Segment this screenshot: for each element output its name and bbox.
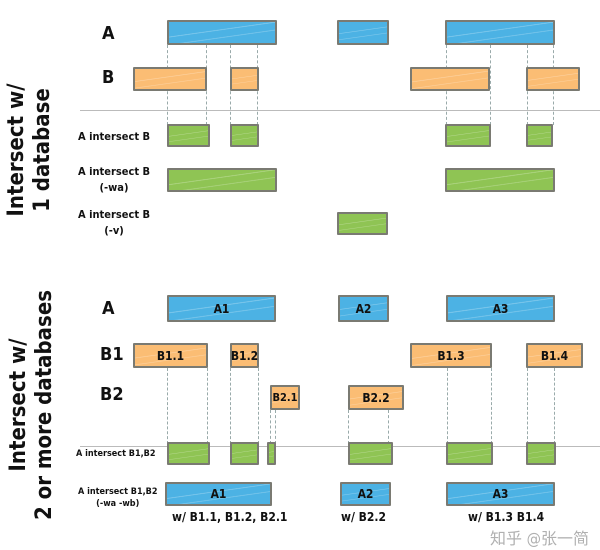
- result-interval: [230, 124, 259, 147]
- divider: [80, 446, 600, 447]
- interval-b: [133, 67, 207, 91]
- label-line: (-wa): [99, 181, 129, 194]
- interval-b1-3: B1.3: [410, 343, 492, 368]
- label-line: (-wa -wb): [96, 499, 140, 509]
- guide-line: [348, 410, 349, 444]
- interval-b2-1: B2.1: [270, 385, 300, 410]
- result-interval: [167, 124, 210, 147]
- row-label-a: A: [102, 23, 115, 44]
- interval-b2-2: B2.2: [348, 385, 404, 410]
- interval-a1: A1: [167, 295, 276, 322]
- overlap-note: w/ B1.1, B1.2, B2.1: [172, 510, 288, 524]
- interval-a: [445, 20, 555, 45]
- result-label: A intersect B1,B2: [76, 449, 156, 459]
- label-line: A intersect B: [78, 208, 151, 221]
- guide-line: [447, 368, 448, 444]
- guide-line: [491, 368, 492, 444]
- result-interval: [348, 442, 393, 465]
- result-label-wa-wb: A intersect B1,B2 (-wa -wb): [78, 486, 157, 510]
- guide-line: [270, 410, 271, 444]
- interval-b1-1: B1.1: [133, 343, 208, 368]
- label-line: A intersect B: [78, 165, 151, 178]
- divider: [80, 110, 600, 111]
- interval-b: [410, 67, 490, 91]
- interval-a: [337, 20, 389, 45]
- title-line: Intersect w/: [4, 83, 29, 217]
- guide-line: [275, 410, 276, 444]
- result-interval-v: [337, 212, 388, 235]
- guide-line: [167, 368, 168, 444]
- row-label-a: A: [102, 298, 115, 319]
- interval-b: [230, 67, 259, 91]
- interval-a3: A3: [446, 295, 555, 322]
- interval-b1-2: B1.2: [230, 343, 259, 368]
- guide-line: [207, 368, 208, 444]
- overlap-note: w/ B2.2: [341, 510, 387, 524]
- interval-b1-4: B1.4: [526, 343, 583, 368]
- row-label-b2: B2: [100, 384, 124, 405]
- result-interval-wa: [167, 168, 277, 192]
- result-label-wa: A intersect B (-wa): [78, 164, 150, 196]
- row-label-b1: B1: [100, 344, 124, 365]
- result-interval: [230, 442, 259, 465]
- guide-line: [258, 368, 259, 444]
- result-interval: [445, 124, 491, 147]
- result-interval-wa: [445, 168, 555, 192]
- result-interval: [167, 442, 210, 465]
- result-interval: [526, 124, 553, 147]
- watermark: 知乎 @张一简: [490, 529, 589, 548]
- guide-line: [554, 368, 555, 444]
- title-line: 1 database: [30, 88, 55, 212]
- result-label-v: A intersect B (-v): [78, 207, 150, 239]
- label-line: A intersect B1,B2: [78, 487, 158, 497]
- guide-line: [388, 410, 389, 444]
- section2-title: Intersect w/ 2 or more databases: [6, 290, 58, 520]
- title-line: 2 or more databases: [32, 289, 57, 521]
- label-line: (-v): [104, 224, 124, 237]
- guide-line: [230, 368, 231, 444]
- result-interval-a2: A2: [340, 482, 391, 506]
- result-interval-a1: A1: [165, 482, 272, 506]
- result-interval: [267, 442, 276, 465]
- result-interval: [446, 442, 493, 465]
- title-line: Intersect w/: [6, 338, 31, 472]
- guide-line: [490, 45, 491, 125]
- result-interval: [526, 442, 556, 465]
- interval-a: [167, 20, 277, 45]
- result-interval-a3: A3: [446, 482, 555, 506]
- result-label: A intersect B: [78, 130, 151, 143]
- overlap-note: w/ B1.3 B1.4: [468, 510, 545, 524]
- guide-line: [527, 368, 528, 444]
- row-label-b: B: [102, 67, 115, 88]
- section1-title: Intersect w/ 1 database: [4, 84, 56, 217]
- interval-b: [526, 67, 580, 91]
- interval-a2: A2: [338, 295, 389, 322]
